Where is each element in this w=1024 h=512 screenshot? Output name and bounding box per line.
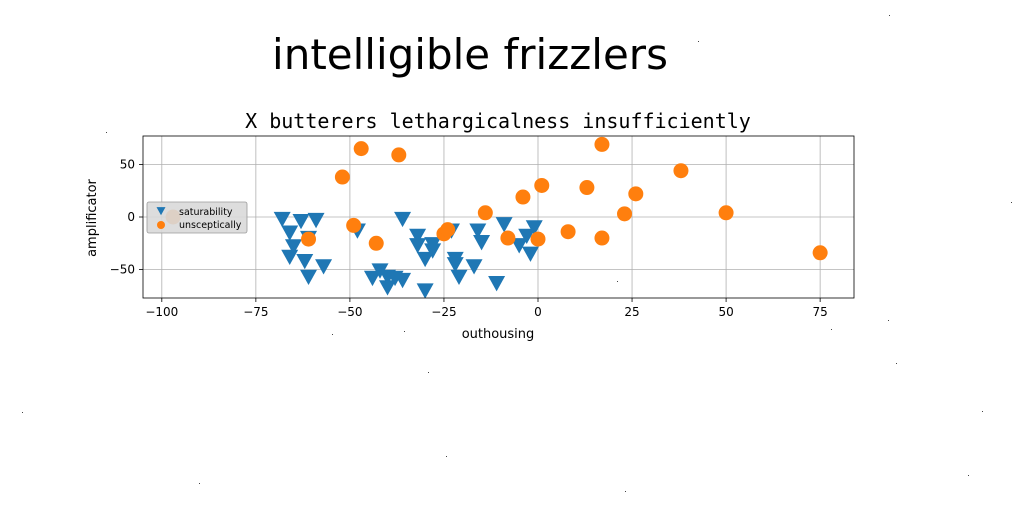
- data-point-saturability: [446, 257, 464, 273]
- noise-dot: [625, 491, 626, 492]
- data-point-saturability: [488, 276, 506, 292]
- noise-dot: [199, 483, 200, 484]
- chart-title: X butterers lethargicalness insufficient…: [245, 109, 751, 133]
- data-point-unsceptically: [812, 245, 828, 261]
- data-point-unsceptically: [368, 235, 384, 251]
- data-point-saturability: [424, 237, 442, 253]
- legend: saturability unsceptically: [146, 201, 248, 234]
- noise-dot: [831, 329, 832, 330]
- data-point-saturability: [300, 269, 318, 286]
- data-point-saturability: [416, 283, 434, 298]
- noise-dot: [106, 132, 107, 133]
- data-point-unsceptically: [673, 163, 689, 179]
- data-point-saturability: [450, 269, 468, 286]
- data-point-unsceptically: [346, 217, 362, 233]
- data-point-saturability: [394, 211, 412, 228]
- legend-marker: [157, 221, 165, 229]
- x-tick-label: −25: [431, 305, 456, 319]
- data-point-saturability: [469, 223, 487, 239]
- axes: −100 −75 −50 −25 0 25 50 75 −50 0 50: [110, 135, 855, 319]
- y-tick-label: −50: [110, 263, 135, 277]
- data-point-saturability: [416, 251, 434, 268]
- x-tick-label: −100: [145, 305, 178, 319]
- noise-dot: [896, 363, 897, 364]
- data-point-unsceptically: [353, 141, 369, 157]
- data-point-saturability: [363, 270, 381, 287]
- data-point-saturability: [495, 217, 513, 233]
- data-point-unsceptically: [500, 230, 516, 246]
- y-tick-label: 0: [127, 210, 135, 224]
- data-point-unsceptically: [560, 224, 576, 240]
- legend-label: saturability: [179, 207, 233, 218]
- noise-dot: [446, 456, 447, 457]
- data-point-unsceptically: [718, 205, 734, 221]
- noise-dot: [1011, 202, 1012, 203]
- data-point-saturability: [409, 228, 427, 245]
- y-axis-label: amplificator: [85, 178, 100, 256]
- data-point-unsceptically: [334, 169, 350, 185]
- data-point-saturability: [379, 280, 397, 296]
- data-point-unsceptically: [530, 231, 546, 247]
- data-point-unsceptically: [440, 222, 456, 238]
- data-point-saturability: [394, 272, 412, 289]
- figure-title: intelligible frizzlers: [272, 30, 668, 79]
- noise-dot: [428, 372, 429, 373]
- data-point-saturability: [315, 259, 333, 275]
- data-point-unsceptically: [628, 186, 644, 202]
- data-point-saturability: [521, 246, 539, 262]
- legend-box: [146, 201, 248, 234]
- data-point-unsceptically: [617, 206, 633, 222]
- data-point-unsceptically: [594, 230, 610, 246]
- x-tick-label: −75: [243, 305, 268, 319]
- legend-label: unsceptically: [179, 220, 242, 231]
- y-tick-label: 50: [120, 157, 135, 171]
- data-point-saturability: [281, 225, 299, 241]
- data-point-saturability: [409, 238, 427, 254]
- legend-marker: [156, 207, 166, 216]
- data-point-unsceptically: [594, 136, 610, 152]
- data-point-unsceptically: [477, 205, 493, 221]
- x-tick-label: 75: [813, 305, 828, 319]
- data-point-unsceptically: [534, 177, 550, 193]
- data-point-saturability: [518, 228, 536, 245]
- data-point-saturability: [510, 238, 528, 254]
- noise-dot: [968, 475, 969, 476]
- data-point-saturability: [284, 239, 302, 255]
- noise-dot: [332, 334, 333, 335]
- x-axis-label: outhousing: [462, 327, 535, 342]
- noise-dot: [22, 412, 23, 413]
- data-marks: [165, 136, 828, 298]
- data-point-saturability: [292, 213, 310, 230]
- x-tick-label: 0: [534, 305, 542, 319]
- noise-dot: [889, 15, 890, 16]
- x-tick-label: 50: [718, 305, 733, 319]
- data-point-unsceptically: [391, 147, 407, 163]
- data-point-saturability: [273, 211, 291, 228]
- noise-dot: [404, 331, 405, 332]
- x-tick-label: −50: [337, 305, 362, 319]
- data-point-saturability: [525, 220, 543, 236]
- data-point-unsceptically: [515, 189, 531, 205]
- noise-dot: [698, 41, 699, 42]
- noise-dot: [888, 320, 889, 321]
- data-point-saturability: [307, 212, 325, 229]
- noise-dot: [617, 281, 618, 282]
- data-point-saturability: [465, 259, 483, 275]
- x-tick-label: 25: [624, 305, 639, 319]
- data-point-saturability: [473, 235, 491, 251]
- data-point-unsceptically: [579, 180, 595, 196]
- plot-frame: [142, 135, 855, 299]
- data-point-unsceptically: [301, 231, 317, 247]
- noise-dot: [982, 411, 983, 412]
- data-point-saturability: [296, 253, 314, 270]
